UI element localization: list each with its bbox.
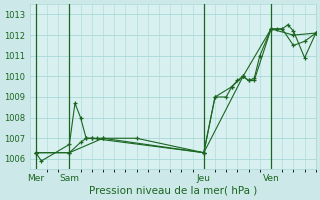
X-axis label: Pression niveau de la mer( hPa ): Pression niveau de la mer( hPa ) [89, 186, 257, 196]
